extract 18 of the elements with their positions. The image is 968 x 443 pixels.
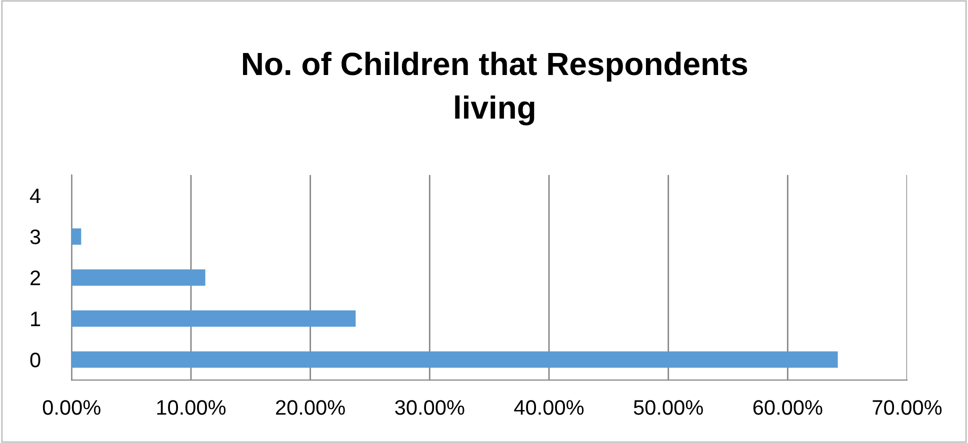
x-tick-label: 20.00%	[276, 400, 345, 415]
x-tick-label: 0.00%	[42, 400, 100, 415]
y-tick-label: 4	[30, 188, 40, 204]
x-tick-label: 30.00%	[395, 400, 464, 415]
bar	[72, 351, 838, 368]
x-tick-label: 60.00%	[753, 400, 822, 415]
y-tick-label: 3	[30, 230, 40, 244]
x-tick-label: 10.00%	[157, 400, 226, 415]
x-tick-label: 40.00%	[514, 400, 584, 415]
x-tick-label: 70.00%	[872, 400, 942, 415]
bar	[72, 228, 82, 245]
bar	[72, 269, 206, 286]
y-tick-label: 0	[30, 352, 40, 368]
bar	[72, 310, 356, 327]
chart-title: No. of Children that Respondents living	[243, 52, 748, 126]
x-tick-label: 50.00%	[634, 400, 703, 415]
y-tick-label: 1	[31, 312, 40, 326]
y-tick-label: 2	[30, 270, 40, 286]
